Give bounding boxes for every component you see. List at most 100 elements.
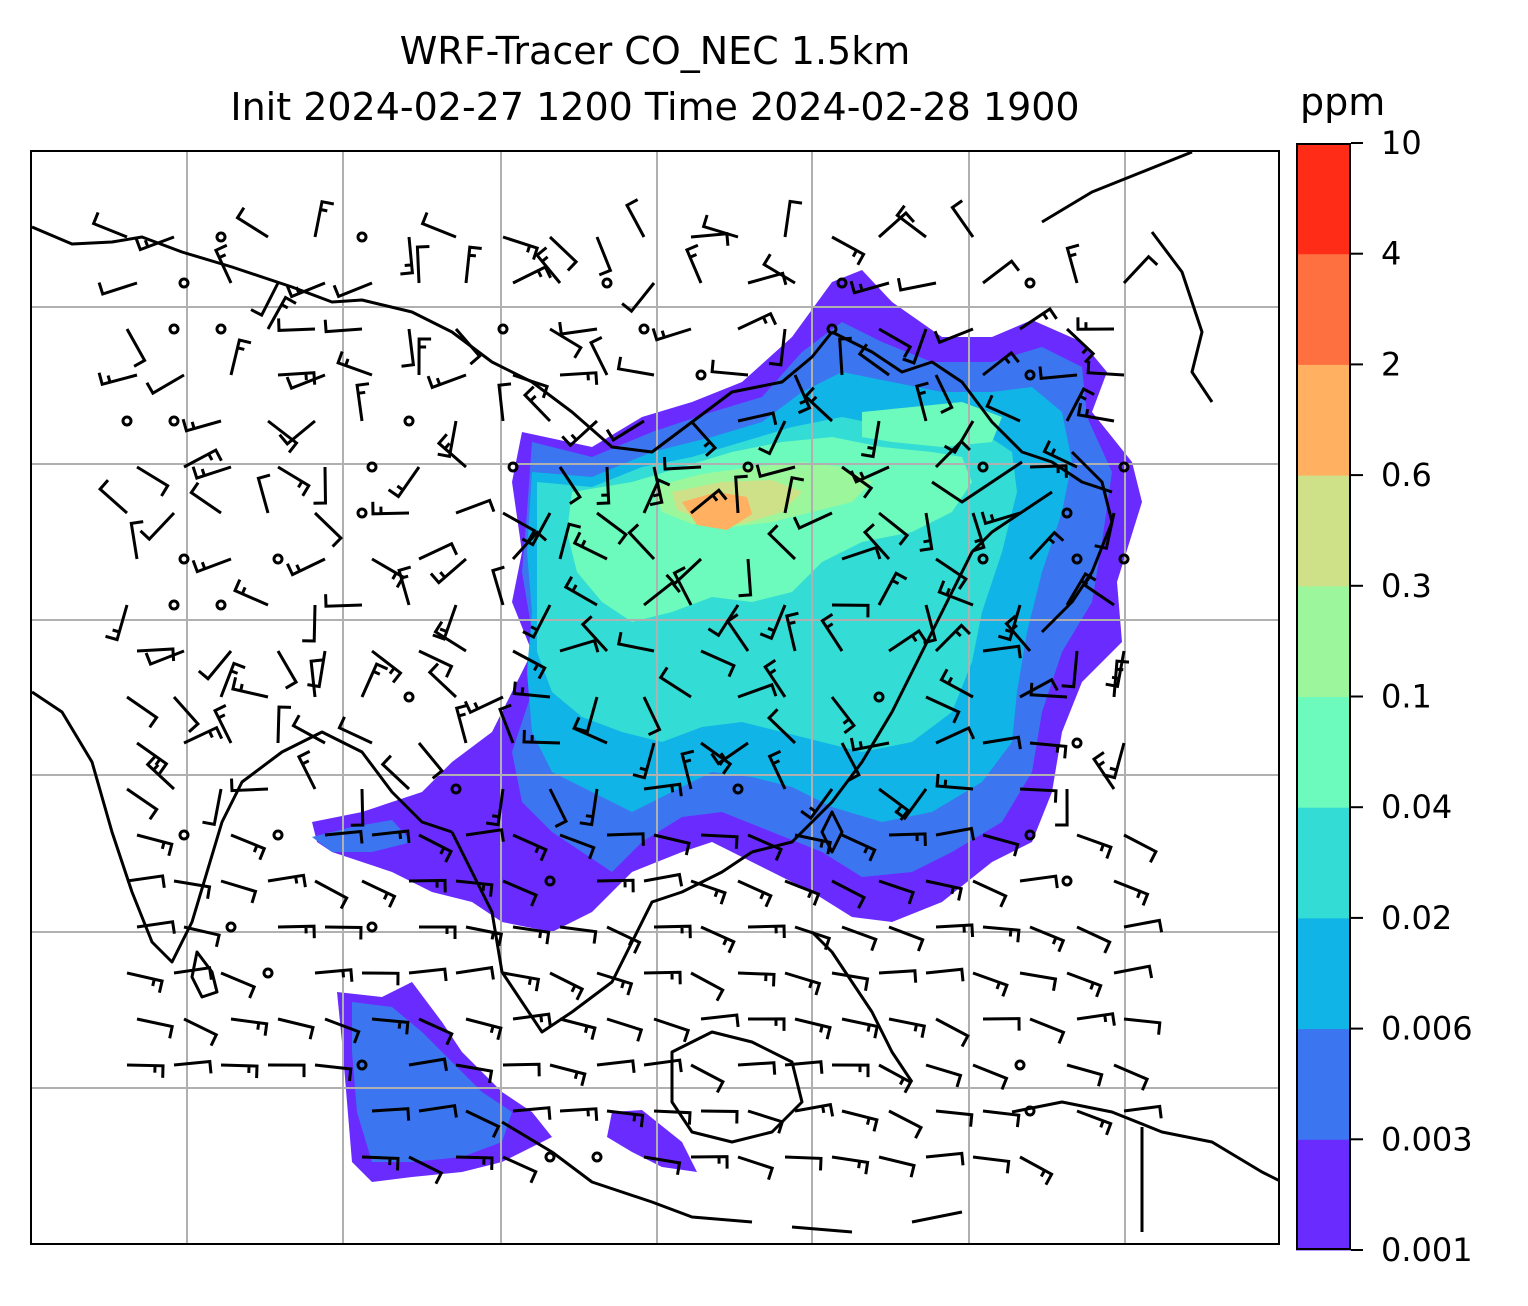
calm-marker xyxy=(695,369,707,381)
wind-barb xyxy=(563,575,598,607)
wind-barb xyxy=(710,359,749,377)
wind-barb xyxy=(324,829,364,844)
wind-barb xyxy=(793,374,812,415)
wind-barb xyxy=(1086,360,1125,377)
wind-barb xyxy=(831,879,867,909)
wind-barb xyxy=(982,833,1020,857)
wind-barb xyxy=(371,829,411,844)
wind-barb xyxy=(935,923,975,938)
wind-barb xyxy=(1122,254,1159,285)
wind-barb xyxy=(266,295,297,330)
wind-barb xyxy=(1076,317,1115,331)
wind-barb xyxy=(437,420,458,459)
wind-barb xyxy=(841,1109,879,1132)
coastline-india xyxy=(32,690,453,964)
wind-barb xyxy=(267,873,307,888)
colorbar-bin xyxy=(1296,1028,1351,1140)
wind-barb xyxy=(220,971,257,999)
wind-barb xyxy=(183,925,221,948)
coastline-china-east xyxy=(751,490,1053,854)
wind-barb xyxy=(1113,1063,1150,1091)
wind-barb xyxy=(502,1062,541,1077)
wind-barb xyxy=(97,281,138,296)
calm-marker xyxy=(450,783,462,795)
wind-barb xyxy=(426,373,467,390)
coastline-philippines xyxy=(810,930,914,1083)
calm-marker xyxy=(826,323,838,335)
wind-barb xyxy=(105,604,129,642)
wind-barb xyxy=(1019,971,1058,992)
wind-barb xyxy=(1019,874,1059,889)
wind-barb xyxy=(972,1063,1009,1090)
calm-marker xyxy=(1118,461,1130,473)
wind-barb xyxy=(701,214,739,239)
wind-barb xyxy=(548,235,579,272)
wind-barb xyxy=(642,696,662,737)
wind-barb xyxy=(982,1017,1021,1031)
wind-barb xyxy=(559,925,598,944)
wind-barb xyxy=(596,466,611,505)
wind-barb xyxy=(276,705,292,744)
wind-barb xyxy=(902,328,928,365)
wind-barb xyxy=(616,631,655,653)
colorbar-tick-label: 0.001 xyxy=(1381,1231,1473,1269)
wind-barb xyxy=(643,782,683,797)
wind-barb xyxy=(935,726,976,745)
wind-barb xyxy=(324,925,363,940)
wind-barb xyxy=(350,788,365,827)
calm-wind-markers xyxy=(121,231,1130,1163)
wind-barb xyxy=(849,737,890,752)
wind-barb xyxy=(400,236,415,276)
wind-barb xyxy=(415,245,430,284)
wind-barb xyxy=(831,603,870,618)
colorbar-bin xyxy=(1296,696,1351,808)
wind-barb xyxy=(925,1151,965,1166)
wind-barb xyxy=(277,465,311,497)
wind-barb xyxy=(408,1155,444,1185)
wind-barb xyxy=(792,511,833,530)
wind-barb xyxy=(276,650,299,690)
wind-barb xyxy=(371,501,410,516)
wind-barb xyxy=(433,620,467,653)
wind-barb xyxy=(125,328,147,368)
wind-barb xyxy=(690,879,727,905)
wind-barb xyxy=(653,1109,692,1125)
wind-barb xyxy=(878,969,918,983)
wind-barb xyxy=(314,968,354,982)
wind-barb xyxy=(220,879,258,904)
wind-barb xyxy=(747,1109,785,1134)
plume-level-8 xyxy=(682,492,752,530)
calm-marker xyxy=(178,553,190,565)
wind-barb xyxy=(841,1017,879,1039)
wind-barb xyxy=(286,557,326,577)
wind-barb xyxy=(606,832,645,846)
wind-barb xyxy=(454,703,469,744)
wind-barb xyxy=(465,925,504,947)
wind-barb xyxy=(1123,1104,1163,1119)
wind-barb xyxy=(521,512,552,547)
wind-barb xyxy=(763,659,787,698)
wind-barb xyxy=(767,749,787,790)
wind-barb xyxy=(985,394,1021,423)
colorbar-tick-label: 2 xyxy=(1381,345,1401,383)
wind-barb xyxy=(324,594,363,608)
wind-barb xyxy=(429,557,467,585)
wind-barb xyxy=(432,604,458,641)
wind-barb xyxy=(213,243,233,284)
wind-barb xyxy=(982,735,1022,750)
lat-lon-gridlines xyxy=(32,152,1278,1243)
wind-barb xyxy=(522,729,561,745)
chart-title: WRF-Tracer CO_NEC 1.5km xyxy=(399,29,911,73)
wind-barb xyxy=(277,371,317,385)
wind-barb xyxy=(734,474,748,514)
wind-barb xyxy=(747,1017,786,1031)
wind-barb xyxy=(197,650,233,681)
wind-barb xyxy=(136,465,170,497)
wind-barb xyxy=(758,420,787,456)
wind-barb xyxy=(387,466,421,499)
wind-barb xyxy=(980,511,1021,526)
colorbar-tick-label: 4 xyxy=(1381,235,1401,273)
wind-barb xyxy=(229,338,252,376)
calm-marker xyxy=(977,461,989,473)
wind-barb xyxy=(783,199,803,238)
